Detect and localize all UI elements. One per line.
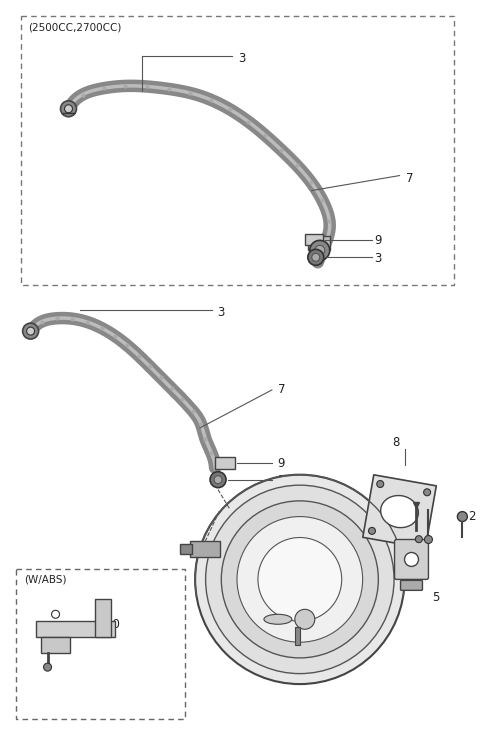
Text: 3: 3 <box>217 306 225 319</box>
Text: 10: 10 <box>106 618 120 631</box>
Circle shape <box>308 249 324 265</box>
Circle shape <box>210 472 226 488</box>
Circle shape <box>312 253 320 261</box>
Circle shape <box>195 475 405 684</box>
Circle shape <box>221 501 378 658</box>
Circle shape <box>23 323 38 339</box>
FancyBboxPatch shape <box>96 599 111 637</box>
Bar <box>21 16 455 286</box>
Circle shape <box>64 105 72 113</box>
Text: 6: 6 <box>250 496 257 509</box>
Circle shape <box>405 553 419 567</box>
Bar <box>215 457 235 469</box>
FancyBboxPatch shape <box>36 621 115 637</box>
Circle shape <box>258 537 342 621</box>
Bar <box>180 545 192 554</box>
Circle shape <box>51 610 60 618</box>
Text: 9: 9 <box>277 458 284 470</box>
Text: (2500CC,2700CC): (2500CC,2700CC) <box>29 22 122 32</box>
Ellipse shape <box>295 610 315 630</box>
Text: 8: 8 <box>392 436 399 449</box>
Circle shape <box>457 511 468 522</box>
Text: 4: 4 <box>407 488 414 501</box>
Circle shape <box>377 480 384 488</box>
Polygon shape <box>363 475 436 548</box>
Circle shape <box>237 517 363 642</box>
FancyBboxPatch shape <box>41 637 71 653</box>
Circle shape <box>424 536 432 543</box>
Text: 2: 2 <box>468 510 476 523</box>
Text: (W/ABS): (W/ABS) <box>24 574 66 584</box>
Text: 1: 1 <box>420 488 428 501</box>
Text: 7: 7 <box>406 172 413 185</box>
Text: 3: 3 <box>277 475 284 487</box>
Circle shape <box>315 245 325 255</box>
Circle shape <box>369 528 375 534</box>
Bar <box>308 236 330 250</box>
Circle shape <box>44 663 51 671</box>
FancyBboxPatch shape <box>400 580 422 590</box>
Ellipse shape <box>381 495 419 528</box>
Text: 7: 7 <box>278 384 286 396</box>
Bar <box>16 570 185 719</box>
Bar <box>305 235 323 245</box>
Ellipse shape <box>264 614 292 624</box>
Circle shape <box>60 101 76 117</box>
Text: 3: 3 <box>238 52 245 66</box>
Circle shape <box>310 241 330 261</box>
Text: 3: 3 <box>374 252 382 265</box>
Text: 5: 5 <box>432 591 440 604</box>
FancyBboxPatch shape <box>395 539 429 579</box>
Circle shape <box>415 536 422 542</box>
Bar <box>295 627 300 645</box>
Circle shape <box>424 489 431 496</box>
Circle shape <box>205 485 394 674</box>
Circle shape <box>26 327 35 335</box>
Text: 9: 9 <box>374 234 382 247</box>
Circle shape <box>214 476 222 483</box>
Bar <box>190 542 220 557</box>
